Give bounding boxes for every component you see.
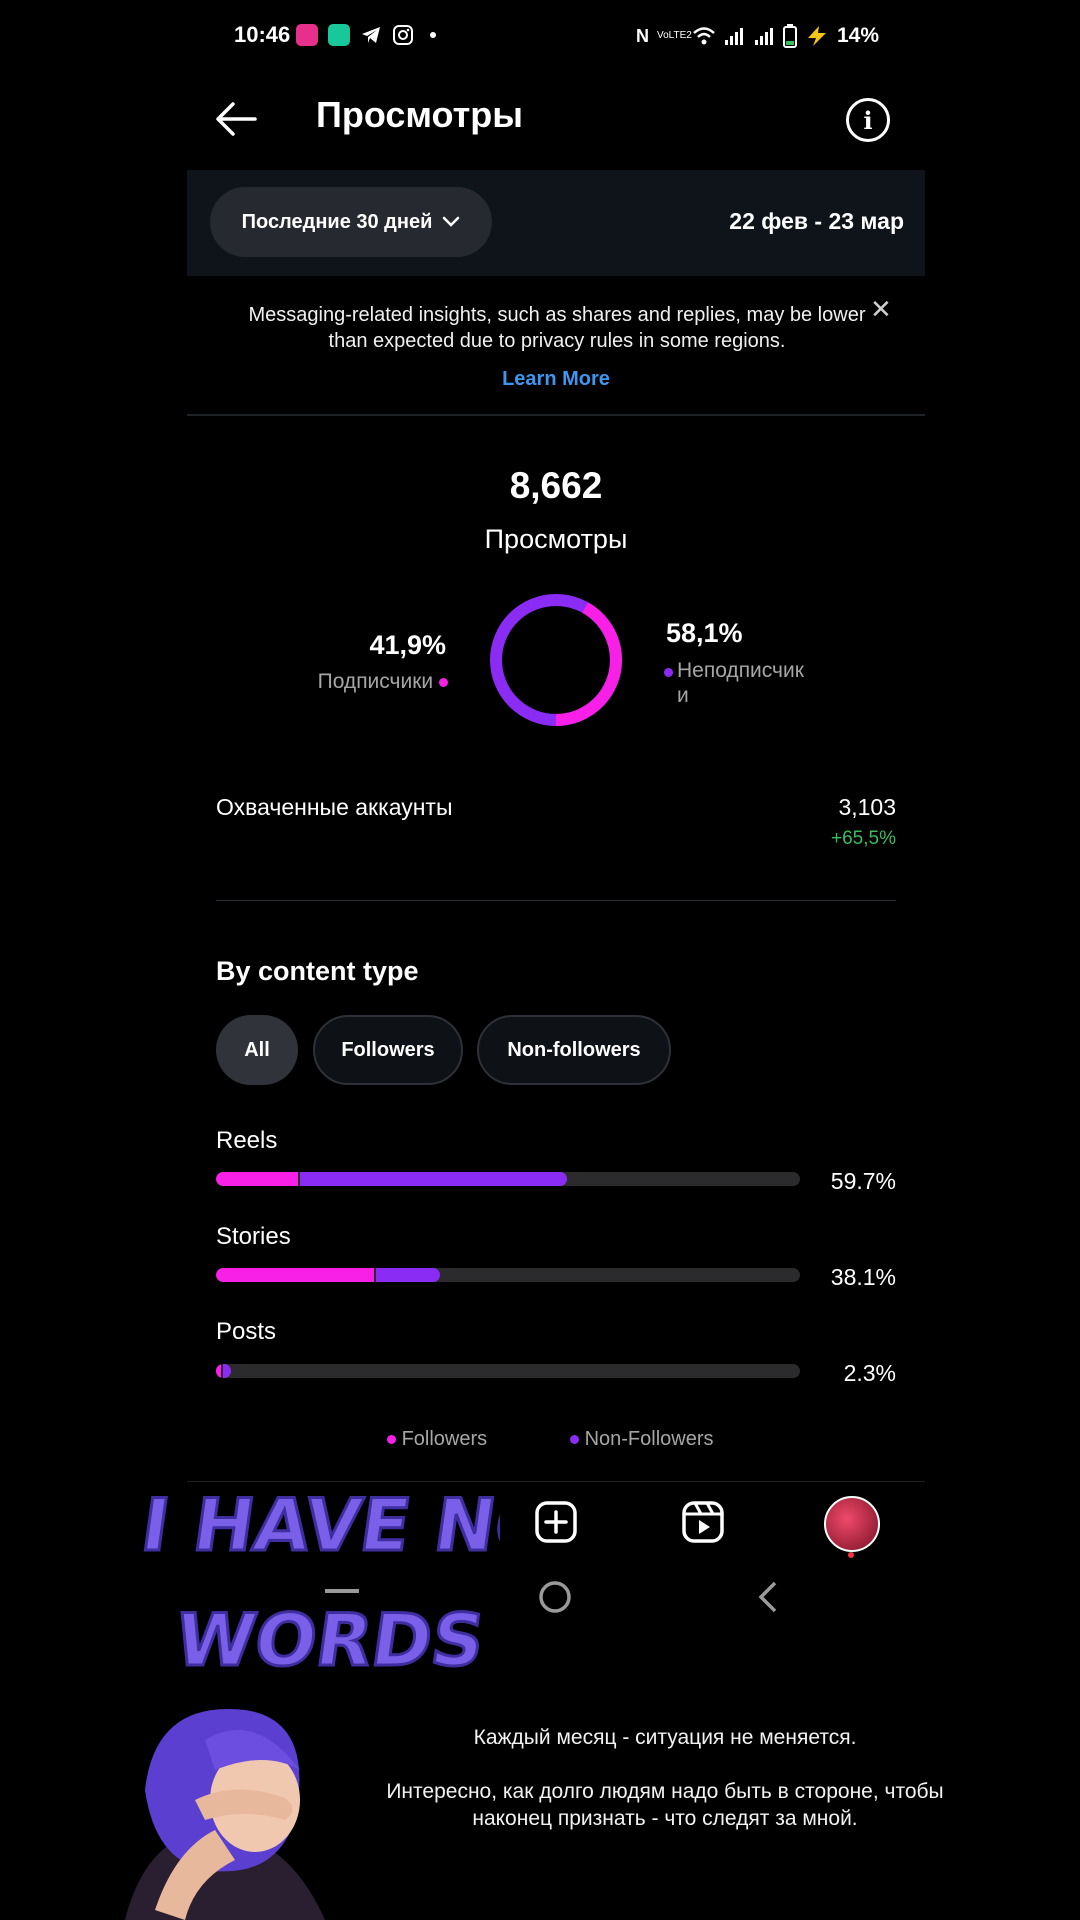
nonfollowers-label: Неподписчики xyxy=(664,658,824,708)
nonfollowers-dot xyxy=(664,668,673,677)
home-button-icon[interactable] xyxy=(538,1580,572,1614)
vpn-notification-icon xyxy=(328,24,350,46)
volte-label: VoLTE2 xyxy=(657,30,692,41)
battery-percent: 14% xyxy=(837,24,880,47)
date-range-dropdown[interactable]: Последние 30 дней xyxy=(210,187,492,257)
followers-segment xyxy=(216,1268,374,1282)
signal-icon-2 xyxy=(755,28,773,45)
content-row-label: Posts xyxy=(216,1318,277,1345)
content-row-percent: 38.1% xyxy=(830,1264,896,1290)
instagram-icon xyxy=(393,25,413,45)
followers-dot xyxy=(439,677,448,687)
total-views-label: Просмотры xyxy=(484,524,628,554)
chip-all[interactable]: All xyxy=(216,1015,298,1085)
content-row-label: Reels xyxy=(216,1127,278,1154)
chevron-down-icon xyxy=(443,216,460,227)
content-bar xyxy=(216,1364,800,1378)
caption-line-2: Интересно, как долго людям надо быть в с… xyxy=(386,1780,944,1830)
total-views-value: 8,662 xyxy=(509,465,603,506)
followers-percent: 41,9% xyxy=(369,630,446,660)
close-icon[interactable]: ✕ xyxy=(870,294,892,324)
chip-followers[interactable]: Followers xyxy=(313,1015,463,1085)
profile-avatar[interactable] xyxy=(824,1496,880,1552)
followers-dot xyxy=(387,1435,396,1445)
section-title: By content type xyxy=(216,956,419,986)
nfc-icon: N xyxy=(636,25,649,46)
divider xyxy=(187,414,925,416)
content-row-percent: 2.3% xyxy=(843,1360,896,1386)
legend-followers: Followers xyxy=(387,1428,487,1451)
legend-nonfollowers: Non-Followers xyxy=(570,1428,714,1451)
privacy-notice-text: Messaging-related insights, such as shar… xyxy=(248,304,866,352)
learn-more-link[interactable]: Learn More xyxy=(502,368,610,390)
back-nav-icon[interactable] xyxy=(755,1580,781,1614)
status-right: N VoLTE2 14% xyxy=(636,24,879,48)
chip-nonfollowers[interactable]: Non-followers xyxy=(477,1015,671,1085)
donut-followers-arc xyxy=(490,594,622,726)
content-row-label: Stories xyxy=(216,1223,291,1250)
nonfollowers-segment xyxy=(222,1364,232,1378)
date-range-text: 22 фев - 23 мар xyxy=(729,208,904,234)
recent-apps-icon[interactable] xyxy=(325,1589,359,1593)
battery-icon xyxy=(783,24,797,48)
back-arrow-icon[interactable] xyxy=(215,98,257,140)
phone-screen xyxy=(187,0,925,1920)
followers-segment xyxy=(216,1364,221,1378)
more-notifications-dot xyxy=(430,32,436,38)
divider xyxy=(187,1481,925,1482)
content-bar xyxy=(216,1172,800,1186)
nonfollowers-percent: 58,1% xyxy=(666,618,743,648)
followers-segment xyxy=(216,1172,298,1186)
accounts-reached-label: Охваченные аккаунты xyxy=(216,794,453,820)
charging-icon xyxy=(808,26,826,46)
divider xyxy=(216,900,896,901)
views-donut-chart xyxy=(490,594,622,726)
content-row-percent: 59.7% xyxy=(830,1168,896,1194)
sticker-line-2: WORDS xyxy=(170,1599,489,1683)
reels-icon[interactable] xyxy=(681,1500,725,1544)
app-notification-icon xyxy=(296,24,318,46)
status-time: 10:46 xyxy=(234,22,291,47)
page-title: Просмотры xyxy=(316,94,524,135)
i-have-no-words-sticker: I HAVE NO WORDS xyxy=(135,1483,500,1685)
nonfollowers-dot xyxy=(570,1435,579,1445)
add-post-icon[interactable] xyxy=(534,1500,578,1544)
caption-line-1: Каждый месяц - ситуация не меняется. xyxy=(473,1726,857,1749)
notification-icons xyxy=(296,24,436,46)
accounts-reached-value: 3,103 xyxy=(838,794,896,820)
caption-text: Каждый месяц - ситуация не меняется. Инт… xyxy=(350,1724,980,1832)
info-icon[interactable]: i xyxy=(846,98,890,142)
notification-dot xyxy=(848,1552,854,1558)
followers-label: Подписчики xyxy=(290,670,448,694)
date-range-label: Последние 30 дней xyxy=(241,210,433,233)
wifi-icon xyxy=(693,27,715,45)
nonfollowers-segment xyxy=(375,1268,441,1282)
nonfollowers-segment xyxy=(299,1172,567,1186)
telegram-icon xyxy=(362,27,380,43)
signal-icon-1 xyxy=(725,28,743,45)
content-bar xyxy=(216,1268,800,1282)
sticker-line-1: I HAVE NO xyxy=(136,1484,500,1568)
accounts-reached-change: +65,5% xyxy=(831,828,896,849)
facepalm-character-sticker xyxy=(125,1709,325,1920)
